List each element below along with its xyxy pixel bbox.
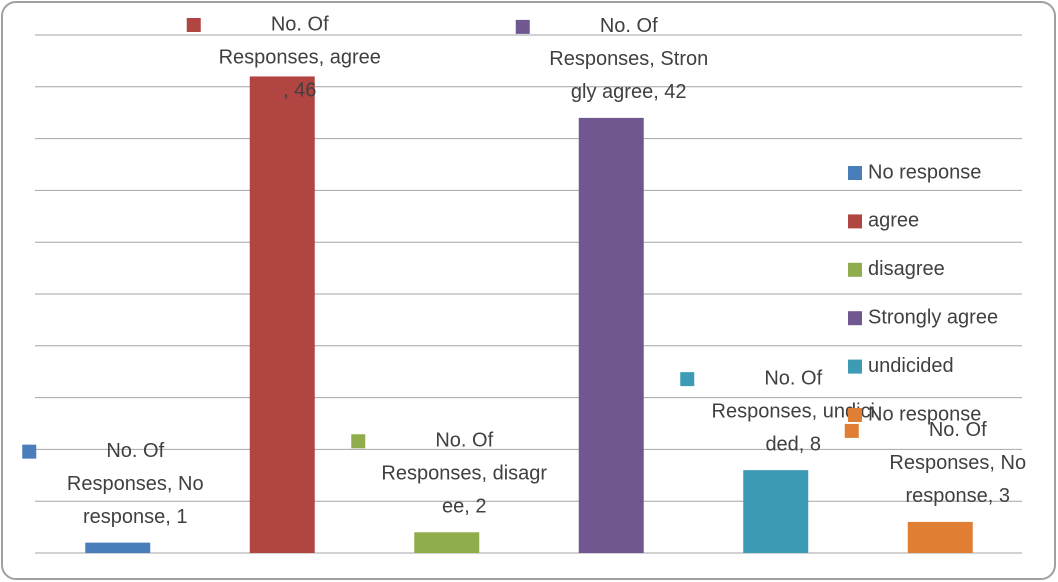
legend-label: disagree: [868, 258, 945, 280]
label-key: [186, 18, 201, 32]
legend-label: Strongly agree: [868, 306, 998, 328]
label-key: [22, 444, 37, 459]
legend-key: [848, 311, 862, 326]
legend-key: [848, 262, 862, 277]
bar: [249, 76, 315, 553]
data-label: No. Of: [929, 419, 987, 441]
legend-key: [848, 166, 862, 180]
bar: [578, 117, 644, 553]
data-label: Responses, No: [889, 452, 1026, 474]
data-label: gly agree, 42: [571, 81, 687, 103]
bar: [414, 532, 480, 553]
label-key: [515, 19, 530, 34]
legend-label: No response: [868, 161, 981, 183]
data-label: Responses, No: [67, 473, 204, 495]
data-label: No. Of: [271, 13, 329, 35]
data-label: Responses, agree: [219, 46, 381, 68]
data-label: Responses, undici: [712, 400, 875, 422]
label-key: [351, 434, 366, 449]
data-label: Responses, Stron: [549, 48, 708, 70]
data-label: ded, 8: [765, 433, 821, 455]
data-label: , 46: [283, 79, 316, 101]
bar: [743, 470, 809, 553]
legend-key: [848, 214, 862, 229]
data-label: response, 3: [905, 485, 1010, 507]
legend-label: agree: [868, 210, 919, 232]
data-label: No. Of: [106, 440, 164, 462]
legend-key: [848, 408, 862, 422]
data-label: response, 1: [83, 506, 188, 528]
legend-label: undicided: [868, 355, 954, 377]
label-key: [844, 423, 859, 438]
data-label: Responses, disagr: [381, 463, 547, 485]
legend-label: No response: [868, 403, 981, 425]
bar: [85, 542, 151, 553]
data-label: No. Of: [435, 430, 493, 452]
data-label: No. Of: [764, 367, 822, 389]
legend-key: [848, 359, 862, 374]
label-key: [680, 372, 695, 387]
data-label: ee, 2: [442, 496, 486, 518]
bar: [907, 521, 973, 553]
data-label: No. Of: [600, 15, 658, 37]
